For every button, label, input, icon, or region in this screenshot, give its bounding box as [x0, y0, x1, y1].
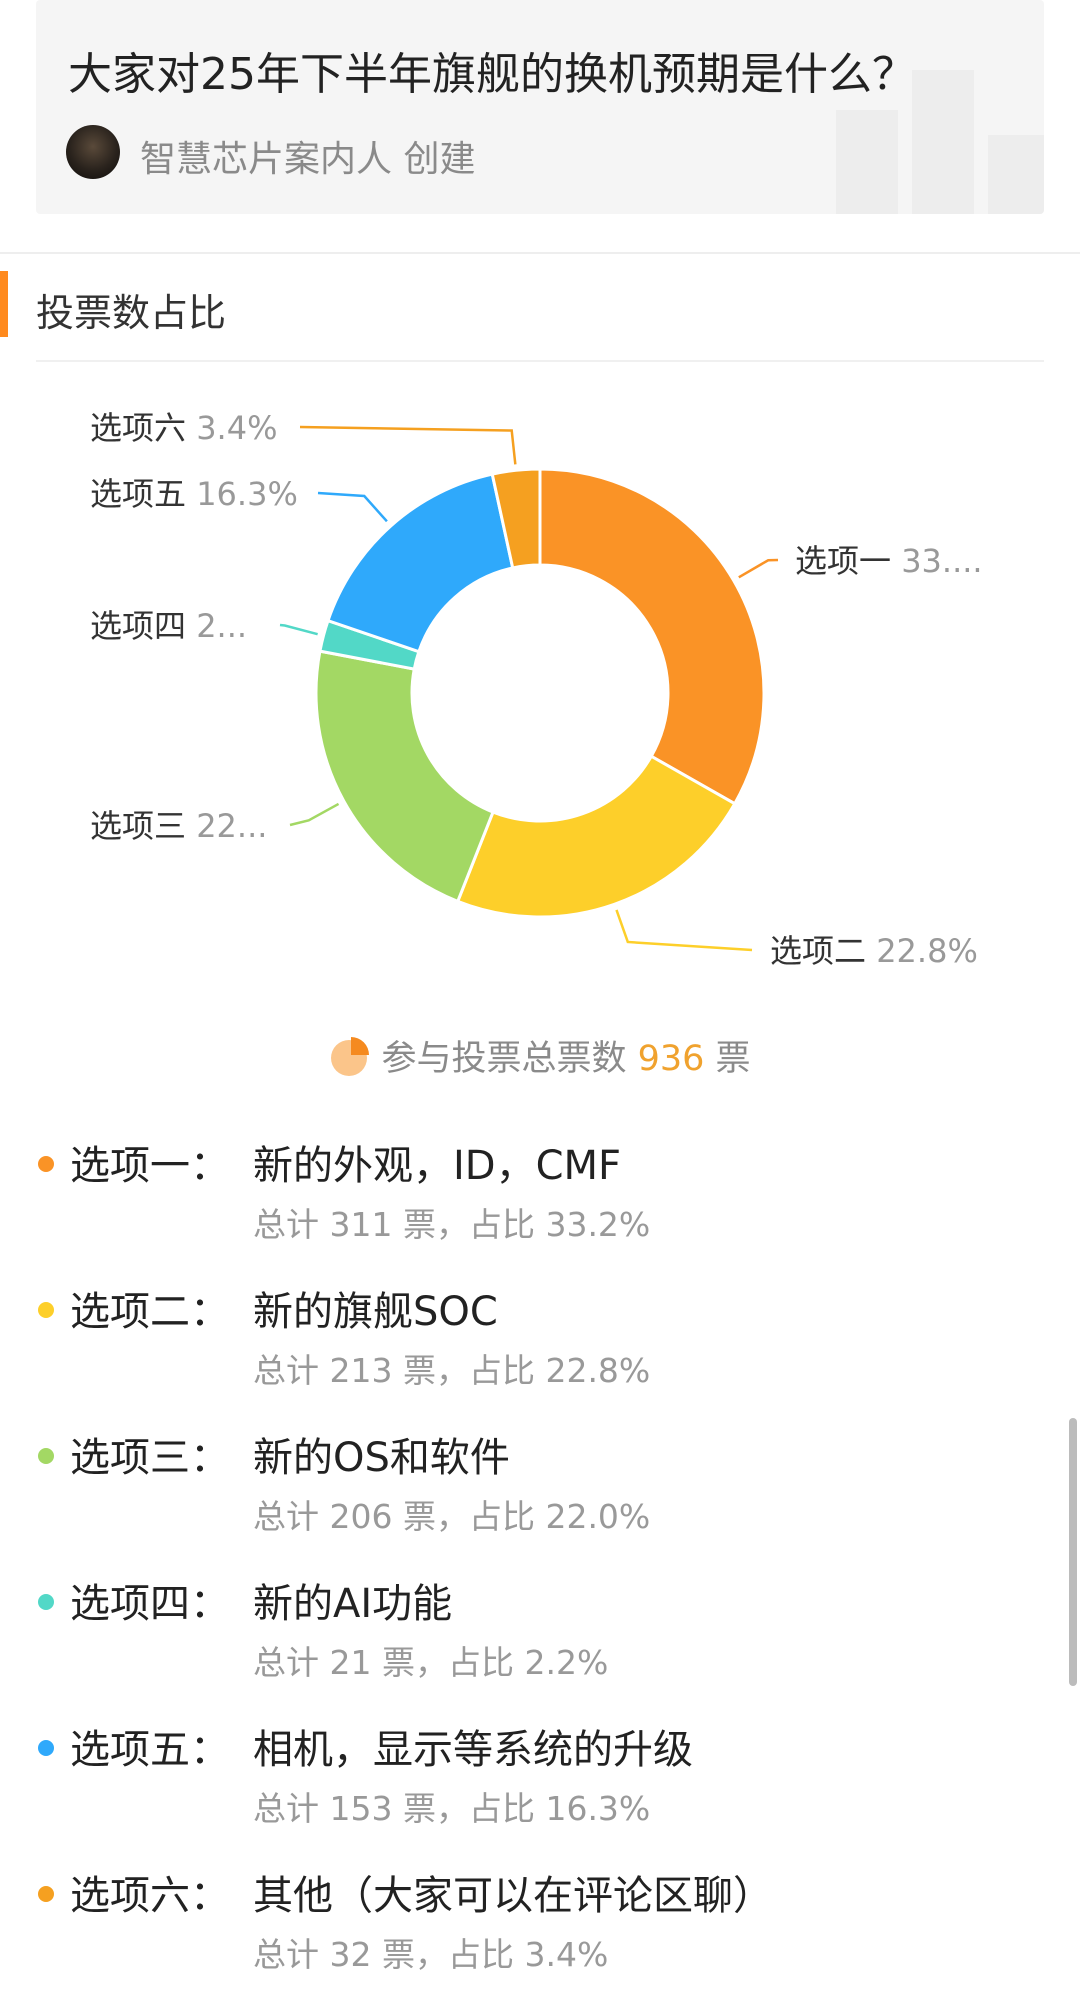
- option-text: 新的OS和软件: [253, 1435, 510, 1481]
- divider: [0, 252, 1080, 254]
- donut-slice-6[interactable]: [490, 467, 542, 570]
- donut-slice-2[interactable]: [455, 754, 737, 919]
- vote-total-count: 936: [637, 1039, 705, 1079]
- section-title: 投票数占比: [36, 291, 227, 335]
- option-item: 选项五： 相机，显示等系统的升级总计 153 票，占比 16.3%: [0, 1714, 1080, 1860]
- leader-line-6: [299, 425, 517, 465]
- option-color-dot: [38, 1886, 54, 1902]
- option-color-dot: [38, 1740, 54, 1756]
- option-color-dot: [38, 1302, 54, 1318]
- slice-label-2: 选项二 22.8%: [770, 932, 978, 970]
- poll-header: 大家对25年下半年旗舰的换机预期是什么？ 智慧芯片案内人 创建: [36, 0, 1044, 214]
- creator-avatar[interactable]: [66, 125, 120, 179]
- leader-line-5: [317, 491, 388, 523]
- option-stat: 总计 311 票，占比 33.2%: [253, 1205, 651, 1244]
- scrollbar[interactable]: [1069, 1418, 1077, 1686]
- decorative-bar: [988, 135, 1044, 214]
- option-stat: 总计 21 票，占比 2.2%: [253, 1643, 609, 1682]
- leader-line-1: [738, 558, 779, 579]
- creator-line: 智慧芯片案内人 创建: [140, 130, 475, 182]
- option-color-dot: [38, 1594, 54, 1610]
- option-item: 选项一： 新的外观，ID，CMF 总计 311 票，占比 33.2%: [0, 1130, 1080, 1276]
- option-color-dot: [38, 1448, 54, 1464]
- vote-total-unit: 票: [715, 1039, 751, 1079]
- section-divider: [36, 360, 1044, 362]
- option-item: 选项六： 其他（大家可以在评论区聊） 总计 32 票，占比 3.4%: [0, 1860, 1080, 2006]
- vote-total-label: 参与投票总票数: [381, 1039, 627, 1079]
- donut-slice-3[interactable]: [314, 649, 495, 904]
- option-text: 新的AI功能: [253, 1581, 453, 1627]
- option-item: 选项四： 新的AI功能总计 21 票，占比 2.2%: [0, 1568, 1080, 1714]
- option-list: 选项一： 新的外观，ID，CMF 总计 311 票，占比 33.2% 选项二： 新的旗舰…: [0, 1130, 1080, 2006]
- slice-label-5: 选项五 16.3%: [90, 475, 298, 513]
- option-key: 选项二：: [70, 1289, 230, 1335]
- option-text: 新的旗舰SOC: [253, 1289, 498, 1335]
- option-text: 其他（大家可以在评论区聊）: [253, 1873, 773, 1919]
- section-accent: [0, 271, 8, 337]
- option-stat: 总计 213 票，占比 22.8%: [253, 1351, 651, 1390]
- leader-line-4: [279, 623, 318, 636]
- option-stat: 总计 32 票，占比 3.4%: [253, 1935, 609, 1974]
- option-key: 选项四：: [70, 1581, 230, 1627]
- option-text: 相机，显示等系统的升级: [253, 1727, 693, 1773]
- creator-name[interactable]: 智慧芯片案内人: [140, 139, 393, 180]
- donut-slice-5[interactable]: [326, 472, 515, 654]
- option-stat: 总计 153 票，占比 16.3%: [253, 1789, 651, 1828]
- slice-label-6: 选项六 3.4%: [90, 409, 277, 447]
- donut-chart: 选项一 33.... 选项二 22.8% 选项三 22... 选项四 2... 选项五 …: [90, 409, 983, 970]
- option-key: 选项三：: [70, 1435, 230, 1481]
- option-text: 新的外观，ID，CMF: [253, 1143, 622, 1189]
- leader-line-3: [289, 802, 340, 827]
- donut-slice-1[interactable]: [538, 467, 766, 806]
- option-stat: 总计 206 票，占比 22.0%: [253, 1497, 651, 1536]
- option-key: 选项一：: [70, 1143, 230, 1189]
- option-item: 选项二： 新的旗舰SOC 总计 213 票，占比 22.8%: [0, 1276, 1080, 1422]
- slice-label-3: 选项三 22...: [90, 807, 267, 845]
- option-item: 选项三： 新的OS和软件总计 206 票，占比 22.0%: [0, 1422, 1080, 1568]
- slice-label-4: 选项四 2...: [90, 607, 247, 645]
- option-color-dot: [38, 1156, 54, 1172]
- option-key: 选项六：: [70, 1873, 230, 1919]
- created-label: 创建: [403, 139, 476, 180]
- pie-chart-icon: [331, 1037, 370, 1076]
- vote-total-row: 参与投票总票数 936 票: [0, 1030, 1080, 1081]
- leader-line-2: [615, 909, 753, 952]
- option-key: 选项五：: [70, 1727, 230, 1773]
- slice-label-1: 选项一 33....: [795, 542, 983, 580]
- decorative-bar: [912, 70, 974, 214]
- decorative-bar: [836, 110, 898, 214]
- poll-title: 大家对25年下半年旗舰的换机预期是什么？: [68, 49, 916, 100]
